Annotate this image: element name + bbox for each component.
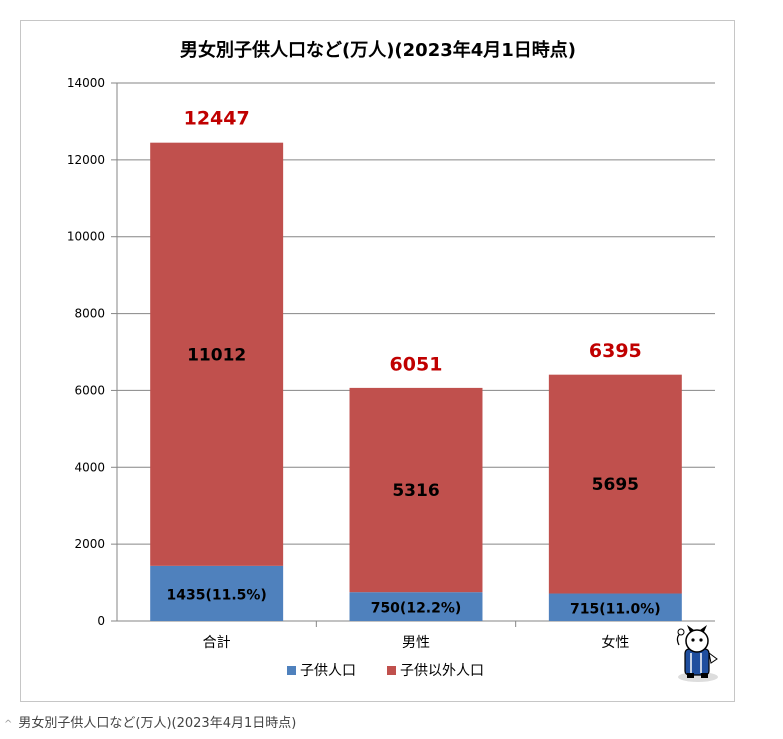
caption-marker-icon: ^ bbox=[4, 719, 13, 730]
bar-segment-others bbox=[150, 142, 284, 566]
mascot-character-icon bbox=[676, 625, 718, 682]
segment-value-label: 5695 bbox=[592, 475, 639, 495]
bar-segment-others bbox=[349, 387, 483, 593]
legend-swatch bbox=[387, 666, 396, 675]
legend-label: 子供人口 bbox=[300, 663, 356, 679]
x-tick-label: 合計 bbox=[203, 635, 231, 651]
segment-value-label: 5316 bbox=[392, 481, 439, 501]
x-tick-label: 男性 bbox=[402, 635, 430, 651]
y-tick-label: 12000 bbox=[67, 153, 105, 167]
total-value-label: 6051 bbox=[390, 353, 443, 375]
y-tick-label: 8000 bbox=[74, 307, 105, 321]
segment-value-label: 1435(11.5%) bbox=[166, 587, 266, 603]
y-tick-label: 2000 bbox=[74, 537, 105, 551]
figure-caption: ^ 男女別子供人口など(万人)(2023年4月1日時点) bbox=[4, 712, 296, 731]
y-tick-label: 0 bbox=[97, 614, 105, 628]
legend: 子供人口 子供以外人口 bbox=[287, 663, 484, 679]
bars bbox=[150, 142, 682, 621]
y-tick-label: 14000 bbox=[67, 76, 105, 90]
legend-swatch bbox=[287, 666, 296, 675]
bar-segment-children bbox=[548, 593, 682, 621]
chart-title: 男女別子供人口など(万人)(2023年4月1日時点) bbox=[180, 39, 576, 61]
x-tick-label: 女性 bbox=[601, 634, 629, 651]
y-tick-label: 10000 bbox=[67, 230, 105, 244]
total-value-label: 12447 bbox=[184, 108, 250, 130]
legend-label: 子供以外人口 bbox=[400, 663, 484, 679]
total-value-label: 6395 bbox=[589, 340, 642, 362]
caption-text: 男女別子供人口など(万人)(2023年4月1日時点) bbox=[18, 716, 297, 731]
segment-value-label: 715(11.0%) bbox=[570, 601, 661, 617]
y-tick-label: 6000 bbox=[74, 383, 105, 397]
bar-segment-children bbox=[349, 592, 483, 621]
x-axis-ticks: 合計 男性 女性 bbox=[203, 634, 630, 651]
y-axis-ticks: 0 2000 4000 6000 8000 10000 12000 14000 bbox=[67, 76, 105, 628]
bar-segment-children bbox=[150, 565, 284, 621]
segment-value-label: 750(12.2%) bbox=[371, 601, 462, 617]
y-tick-label: 4000 bbox=[74, 460, 105, 474]
chart-frame: 男女別子供人口など(万人)(2023年4月1日時点) 0 2000 4000 6000… bbox=[20, 20, 735, 702]
data-labels: 1435(11.5%) 11012 12447 750(12.2%) 5316 6051 7… bbox=[166, 108, 660, 618]
segment-value-label: 11012 bbox=[187, 345, 246, 365]
bar-segment-others bbox=[548, 374, 682, 594]
stacked-bar-chart: 男女別子供人口など(万人)(2023年4月1日時点) 0 2000 4000 6000… bbox=[67, 39, 718, 682]
